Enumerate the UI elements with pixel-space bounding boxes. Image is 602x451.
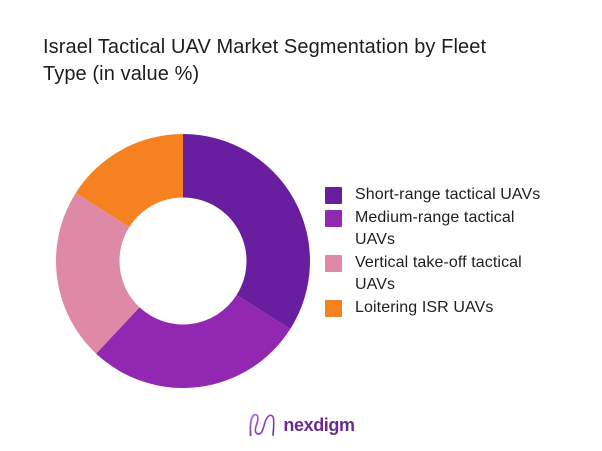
- donut-segment-1: [183, 134, 310, 330]
- legend-swatch: [325, 299, 342, 317]
- donut-segment-2: [96, 295, 291, 388]
- brand-wordmark: nexdigm: [283, 414, 355, 435]
- donut-segment-4: [75, 134, 183, 227]
- legend: Short-range tactical UAVs Medium-range ta…: [325, 184, 540, 319]
- legend-swatch: [325, 209, 342, 227]
- legend-label: Loitering ISR UAVs: [355, 298, 494, 316]
- chart-title-line-1: Israel Tactical UAV Market Segmentation …: [43, 36, 487, 58]
- donut-segment-3: [56, 192, 140, 354]
- legend-item: Loitering ISR UAVs: [325, 297, 540, 320]
- legend-label: Short-range tactical UAVs: [355, 186, 541, 203]
- legend-item: Medium-range tactical UAVs: [325, 207, 540, 252]
- legend-label: Vertical take-off tactical UAVs: [355, 253, 522, 294]
- chart-title: Israel Tactical UAV Market Segmentation …: [43, 34, 486, 88]
- legend-swatch: [325, 254, 342, 272]
- nexdigm-wave-n-icon: [249, 413, 275, 437]
- legend-item: Vertical take-off tactical UAVs: [325, 252, 540, 297]
- donut-chart: [56, 134, 310, 388]
- legend-label: Medium-range tactical UAVs: [355, 208, 515, 249]
- brand-logo: nexdigm: [0, 409, 602, 441]
- legend-item: Short-range tactical UAVs: [325, 184, 540, 207]
- chart-title-line-2: Type (in value %): [43, 63, 200, 85]
- legend-swatch: [325, 187, 342, 204]
